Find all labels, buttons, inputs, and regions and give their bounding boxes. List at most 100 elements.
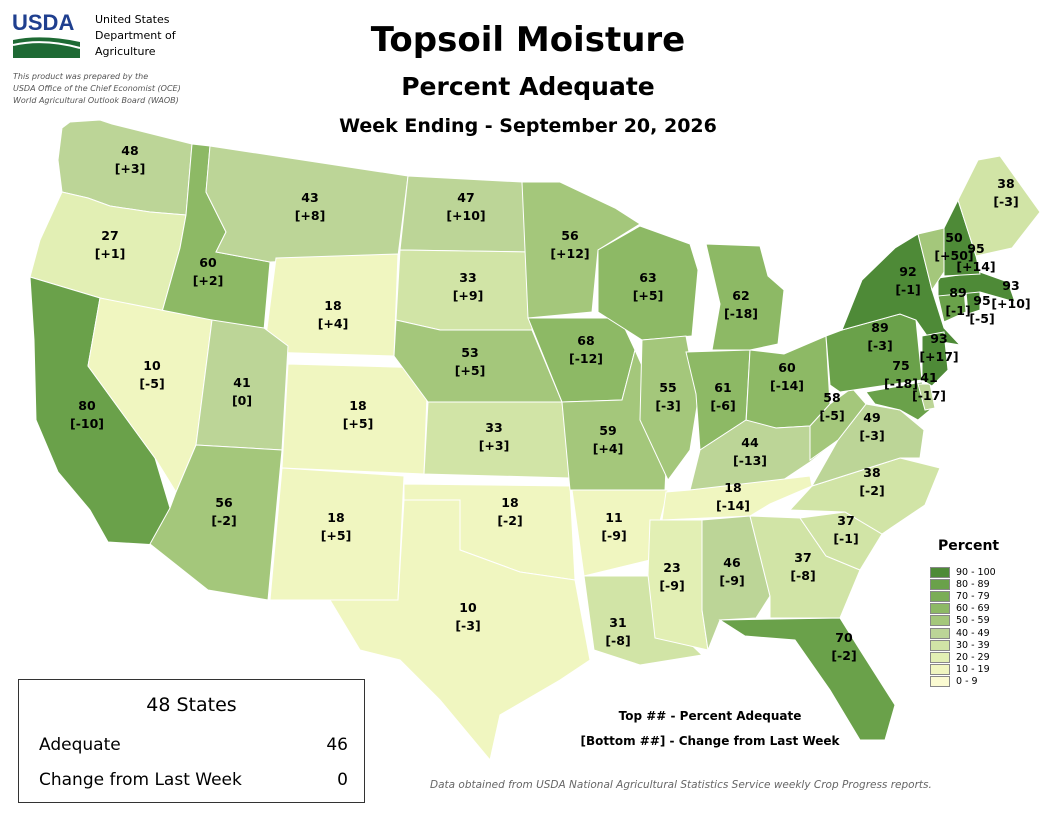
summary-box: 48 States Adequate 46 Change from Last W… [18,679,365,803]
state-change-la: [-8] [605,633,630,648]
state-change-sc: [-1] [833,531,858,546]
legend-label: 90 - 100 [956,566,996,578]
state-change-co: [+5] [343,416,374,431]
note-line: USDA Office of the Chief Economist (OCE) [13,84,181,93]
state-change-mi: [-18] [724,306,758,321]
legend-label: 60 - 69 [956,603,990,615]
legend: 90 - 100 80 - 89 70 - 79 60 - 69 50 - 59 40 -… [930,566,996,688]
state-value-md: 75 [892,358,909,373]
state-value-pa: 89 [871,320,888,335]
state-change-ny: [-1] [895,282,920,297]
state-nh [943,198,981,277]
state-change-id: [+2] [193,273,224,288]
legend-swatch [930,676,950,688]
state-value-wv: 58 [823,390,840,405]
state-change-me: [-3] [993,194,1018,209]
state-value-fl: 70 [835,630,853,645]
state-change-az: [-2] [211,513,236,528]
legend-swatch [930,664,950,676]
agency-line: United States [95,13,170,26]
legend-item: 80 - 89 [930,578,996,590]
state-change-mo: [+4] [593,441,624,456]
legend-swatch [930,639,950,651]
state-change-tx: [-3] [455,618,480,633]
agency-line: Department of [95,29,176,42]
state-value-ny: 92 [899,264,916,279]
state-change-wy: [+4] [318,316,349,331]
state-change-ar: [-9] [601,528,626,543]
legend-label: 0 - 9 [956,676,978,688]
state-tx [329,499,591,762]
legend-swatch [930,627,950,639]
state-change-ms: [-9] [659,578,684,593]
state-value-tn: 18 [724,480,741,495]
state-value-ne: 53 [461,345,478,360]
state-value-ca: 80 [78,398,96,413]
state-value-me: 38 [997,176,1014,191]
map-title: Topsoil Moisture [370,20,686,60]
state-change-nm: [+5] [321,528,352,543]
state-change-mt: [+8] [295,208,326,223]
state-value-nh: 95 [967,241,984,256]
legend-label: 50 - 59 [956,615,990,627]
legend-item: 50 - 59 [930,615,996,627]
state-change-nc: [-2] [859,483,884,498]
state-value-tx: 10 [459,600,477,615]
state-mi [705,243,785,351]
state-value-sd: 33 [459,270,476,285]
state-value-il: 55 [659,380,676,395]
legend-item: 70 - 79 [930,590,996,602]
legend-label: 20 - 29 [956,651,990,663]
state-value-oh: 60 [778,360,796,375]
week-ending: Week Ending - September 20, 2026 [339,115,717,137]
state-change-nj: [+17] [919,349,958,364]
legend-swatch [930,590,950,602]
adequate-row: Adequate 46 [39,735,348,755]
change-label: Change from Last Week [39,770,242,790]
state-value-nm: 18 [327,510,344,525]
state-value-or: 27 [101,228,118,243]
state-change-il: [-3] [655,398,680,413]
legend-swatch [930,615,950,627]
state-value-in: 61 [714,380,731,395]
prepared-by-note: This product was prepared by the USDA Of… [13,71,181,107]
legend-swatch [930,603,950,615]
state-value-ma: 93 [1002,278,1019,293]
usda-logo: USDA [12,10,81,58]
state-change-va: [-3] [859,428,884,443]
legend-label: 30 - 39 [956,639,990,651]
state-value-ok: 18 [501,495,518,510]
state-value-mn: 56 [561,228,579,243]
state-value-mo: 59 [599,423,616,438]
state-value-la: 31 [609,615,626,630]
state-value-co: 18 [349,398,366,413]
state-value-nv: 10 [143,358,161,373]
state-value-id: 60 [199,255,217,270]
state-change-ks: [+3] [479,438,510,453]
note-line: World Agricultural Outlook Board (WAOB) [13,96,179,105]
state-change-oh: [-14] [770,378,804,393]
legend-item: 0 - 9 [930,676,996,688]
state-sc [799,511,883,571]
state-change-md: [-18] [884,376,918,391]
state-value-ks: 33 [485,420,502,435]
legend-label: 70 - 79 [956,590,990,602]
state-change-ky: [-13] [733,453,767,468]
state-change-al: [-9] [719,573,744,588]
state-de [917,383,936,411]
state-change-de: [-17] [912,388,946,403]
state-change-pa: [-3] [867,338,892,353]
state-change-vt: [+50] [934,248,973,263]
state-ny [841,233,962,346]
state-value-vt: 50 [945,230,963,245]
state-value-mt: 43 [301,190,318,205]
state-change-ok: [-2] [497,513,522,528]
state-value-ri: 95 [973,293,990,308]
legend-item: 60 - 69 [930,603,996,615]
state-value-nj: 93 [930,331,947,346]
state-mn [521,181,641,319]
legend-label: 40 - 49 [956,627,990,639]
state-value-al: 46 [723,555,741,570]
legend-item: 30 - 39 [930,639,996,651]
